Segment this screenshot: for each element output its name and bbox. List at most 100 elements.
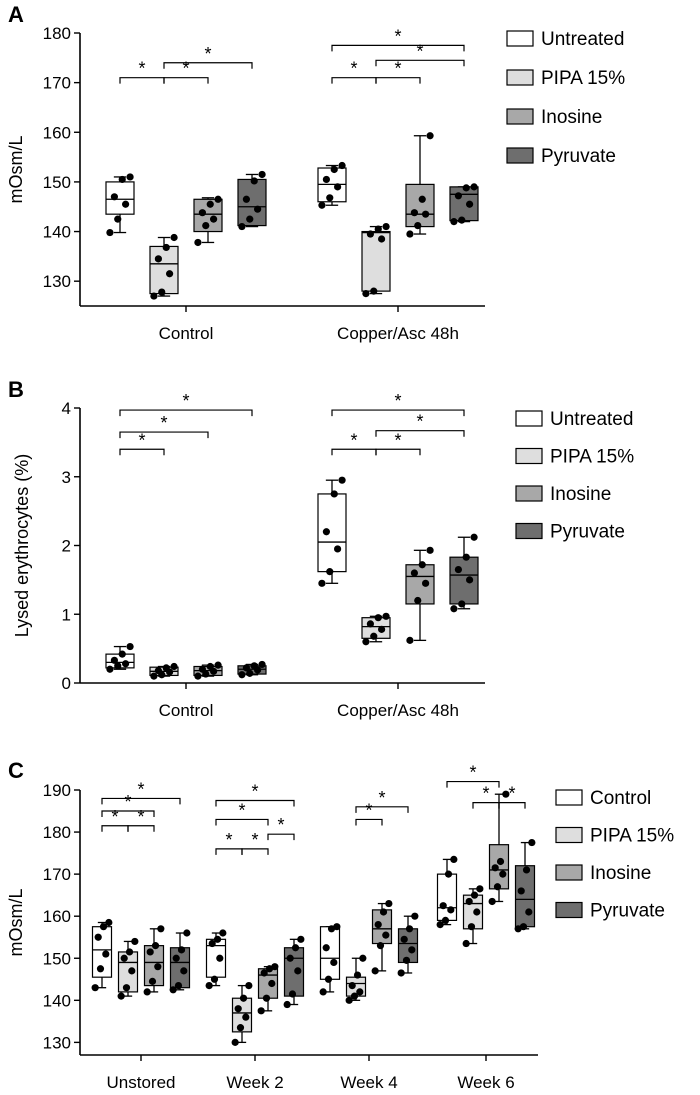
data-point bbox=[324, 975, 333, 983]
significance-star: * bbox=[137, 807, 144, 827]
data-point bbox=[114, 215, 122, 223]
data-point bbox=[238, 671, 246, 679]
data-point bbox=[502, 790, 510, 798]
data-point bbox=[422, 579, 430, 587]
y-axis-label: mOsm/L bbox=[6, 135, 26, 203]
data-point bbox=[466, 200, 474, 208]
significance-star: * bbox=[277, 815, 284, 835]
data-point bbox=[162, 664, 170, 672]
data-point bbox=[385, 899, 393, 908]
data-point bbox=[318, 201, 326, 209]
panel-c: C 130 140 150 160 170 180 190 mOsm/L Unstored Week… bbox=[6, 758, 674, 1092]
panel-letter: C bbox=[8, 758, 24, 783]
data-point bbox=[194, 672, 202, 680]
bracket-line bbox=[375, 59, 465, 67]
y-tick-label: 160 bbox=[43, 907, 71, 926]
significance-bracket: * bbox=[119, 391, 253, 417]
legend-swatch bbox=[506, 69, 534, 86]
data-point bbox=[157, 925, 165, 933]
significance-bracket: * bbox=[472, 784, 500, 809]
data-point bbox=[260, 969, 268, 977]
data-point bbox=[414, 596, 422, 605]
data-point bbox=[462, 553, 470, 561]
significance-star: * bbox=[124, 792, 131, 812]
significance-bracket: * bbox=[375, 430, 421, 456]
box-iqr bbox=[449, 186, 479, 222]
data-point bbox=[322, 944, 330, 952]
box-control-1 bbox=[205, 929, 227, 990]
data-point bbox=[172, 954, 180, 962]
data-point bbox=[470, 183, 478, 191]
data-point bbox=[126, 173, 134, 181]
significance-bracket: * bbox=[375, 41, 465, 67]
box-iqr bbox=[149, 245, 179, 295]
box-iqr bbox=[405, 183, 435, 228]
bracket-line bbox=[119, 448, 165, 456]
data-point bbox=[436, 921, 444, 929]
data-point bbox=[208, 939, 216, 948]
box-inosine-1 bbox=[405, 546, 435, 644]
significance-star: * bbox=[469, 763, 476, 783]
data-point bbox=[219, 929, 227, 937]
data-point bbox=[250, 662, 258, 670]
data-point bbox=[333, 923, 341, 931]
data-point bbox=[366, 230, 374, 238]
data-point bbox=[466, 576, 474, 584]
data-point bbox=[118, 175, 126, 184]
significance-bracket: * bbox=[241, 830, 269, 855]
data-point bbox=[245, 981, 253, 990]
panel-letter: B bbox=[8, 377, 24, 402]
y-tick-label: 170 bbox=[43, 865, 71, 884]
data-point bbox=[374, 225, 382, 233]
data-point bbox=[254, 205, 262, 213]
data-point bbox=[378, 625, 386, 633]
data-point bbox=[154, 255, 162, 263]
significance-bracket: * bbox=[101, 779, 181, 805]
data-point bbox=[338, 161, 346, 170]
box-inosine-2 bbox=[371, 899, 393, 975]
data-point bbox=[257, 1007, 265, 1015]
legend-label: Inosine bbox=[541, 107, 602, 128]
data-point bbox=[158, 288, 166, 296]
data-point bbox=[528, 838, 536, 847]
data-point bbox=[322, 175, 330, 184]
y-tick-label: 140 bbox=[43, 223, 71, 242]
data-point bbox=[148, 977, 157, 985]
legend-label: Untreated bbox=[541, 29, 624, 50]
significance-bracket: * bbox=[331, 59, 377, 84]
legend-label: Pyruvate bbox=[550, 522, 625, 543]
legend-swatch bbox=[515, 447, 543, 465]
data-point bbox=[470, 891, 479, 899]
data-point bbox=[291, 944, 300, 952]
significance-star: * bbox=[111, 807, 118, 827]
data-point bbox=[268, 979, 276, 988]
data-point bbox=[202, 221, 210, 230]
data-point bbox=[476, 885, 484, 893]
data-point bbox=[370, 287, 378, 295]
data-point bbox=[120, 954, 128, 962]
panel-letter: A bbox=[8, 2, 24, 27]
box-iqr bbox=[105, 181, 135, 215]
bracket-line bbox=[375, 448, 421, 456]
box-pipa-15--1 bbox=[231, 981, 253, 1046]
significance-star: * bbox=[182, 391, 189, 411]
box-inosine-0 bbox=[143, 925, 165, 996]
data-point bbox=[194, 238, 202, 247]
significance-bracket: * bbox=[331, 391, 465, 417]
y-tick-label: 1 bbox=[62, 605, 71, 624]
data-point bbox=[493, 883, 502, 891]
data-point bbox=[150, 672, 158, 680]
bracket-line bbox=[355, 818, 383, 826]
significance-star: * bbox=[416, 41, 423, 61]
significance-bracket: * bbox=[267, 815, 295, 841]
box-inosine-3 bbox=[488, 790, 510, 906]
data-point bbox=[382, 931, 390, 939]
data-point bbox=[330, 165, 338, 174]
bracket-line bbox=[498, 802, 526, 809]
legend-swatch bbox=[506, 108, 534, 125]
bracket-line bbox=[215, 818, 269, 826]
box-pipa-15--1 bbox=[361, 612, 391, 646]
data-point bbox=[522, 866, 531, 874]
data-point bbox=[345, 996, 353, 1004]
data-point bbox=[458, 216, 466, 224]
